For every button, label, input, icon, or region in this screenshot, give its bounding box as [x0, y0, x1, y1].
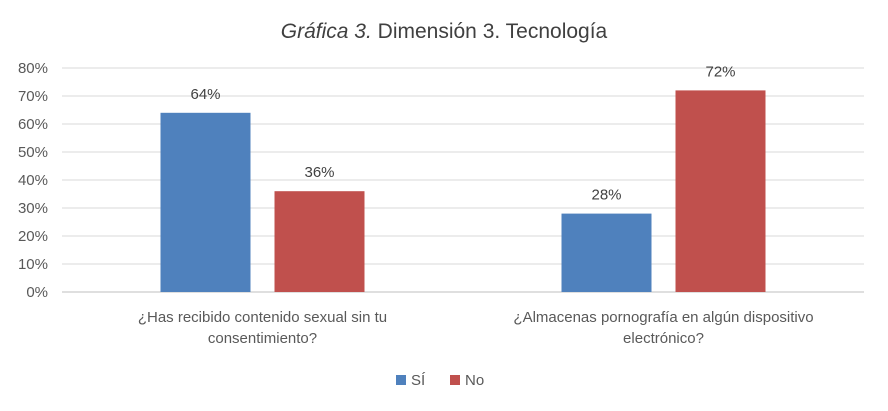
legend-swatch [450, 375, 460, 385]
y-tick-label: 30% [18, 200, 48, 217]
bar [160, 112, 251, 292]
chart-title-rest: Dimensión 3. Tecnología [372, 20, 608, 43]
category-label: ¿Almacenas pornografía en algún disposit… [513, 309, 813, 326]
y-tick-label: 10% [18, 256, 48, 273]
y-tick-label: 20% [18, 228, 48, 245]
legend-swatch [396, 375, 406, 385]
y-axis: 0% 10% 20% 30% 40% 50% 60% 70% 80% [18, 60, 48, 301]
x-axis: ¿Has recibido contenido sexual sin tu con… [138, 309, 814, 347]
bars [160, 90, 766, 293]
data-label: 28% [591, 187, 621, 204]
y-tick-label: 0% [26, 284, 48, 301]
data-label: 36% [304, 164, 334, 181]
bar [675, 90, 766, 293]
category-label: ¿Has recibido contenido sexual sin tu [138, 309, 387, 326]
y-tick-label: 60% [18, 116, 48, 133]
chart-title: Gráfica 3. Dimensión 3. Tecnología [281, 20, 608, 43]
chart-title-italic: Gráfica 3. [281, 20, 372, 43]
data-label: 72% [705, 63, 735, 80]
legend-label: No [465, 372, 484, 389]
data-label: 64% [190, 86, 220, 103]
y-tick-label: 50% [18, 144, 48, 161]
legend: SÍ No [396, 372, 484, 389]
category-label: electrónico? [623, 330, 704, 347]
bar [561, 213, 652, 292]
y-tick-label: 40% [18, 172, 48, 189]
y-tick-label: 70% [18, 88, 48, 105]
category-label: consentimiento? [208, 330, 317, 347]
bar [274, 191, 365, 292]
data-labels: 64% 36% 28% 72% [190, 63, 735, 203]
y-tick-label: 80% [18, 60, 48, 77]
legend-label: SÍ [411, 372, 426, 389]
